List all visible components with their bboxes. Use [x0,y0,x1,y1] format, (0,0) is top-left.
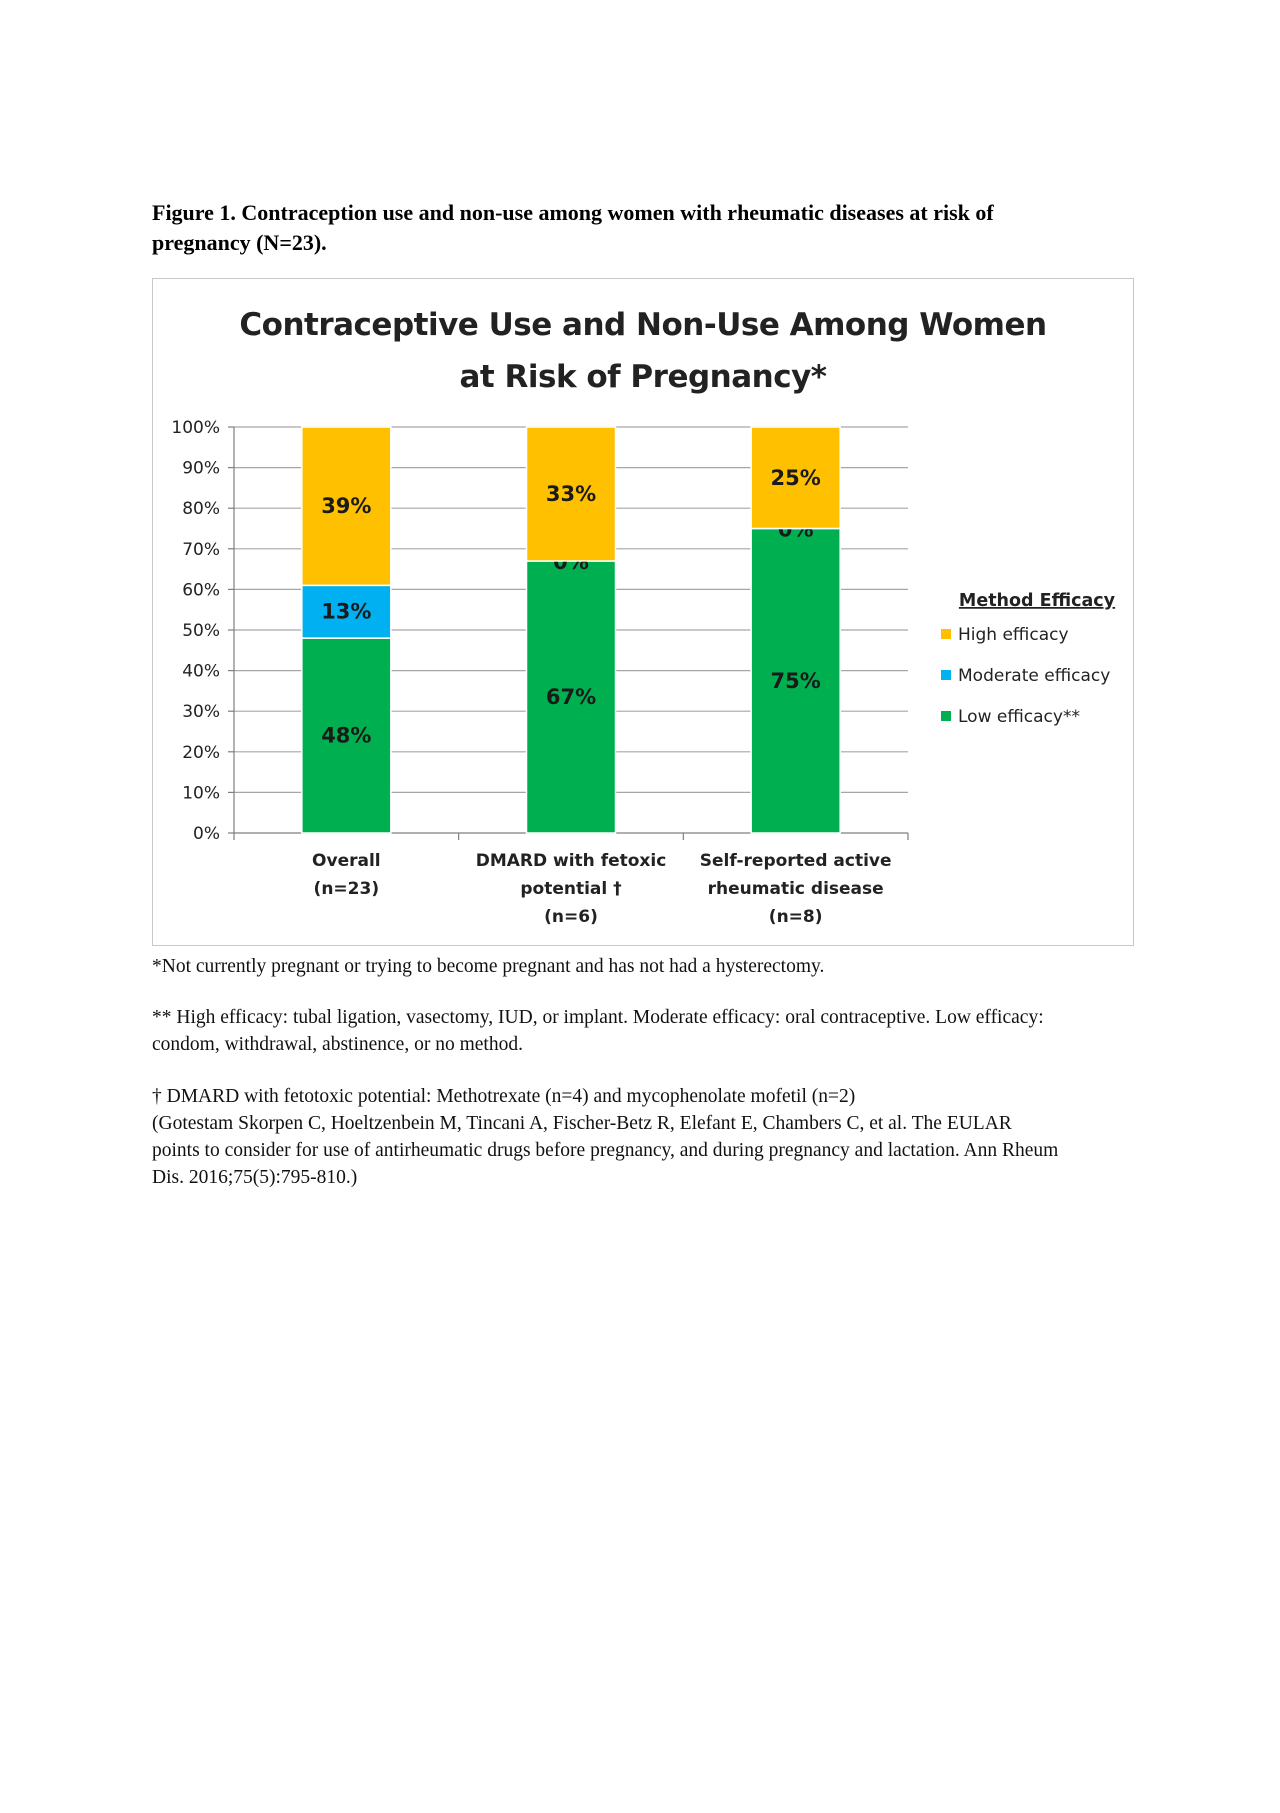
chart-title: Contraceptive Use and Non-Use Among Wome… [153,299,1133,403]
figure-caption: Figure 1. Contraception use and non-use … [152,198,1112,258]
data-label: 25% [771,466,821,490]
figure-caption-line-1: Figure 1. Contraception use and non-use … [152,200,994,225]
footnote-asterisk-text: *Not currently pregnant or trying to bec… [152,956,825,977]
x-category-label: (n=6) [544,907,598,927]
footnote-dagger-line-1: † DMARD with fetotoxic potential: Methot… [152,1086,856,1107]
x-category-label: DMARD with fetoxic [476,851,667,871]
y-tick-label: 70% [182,540,220,560]
y-tick-label: 40% [182,662,220,682]
footnote-dagger-line-4: Dis. 2016;75(5):795-810.) [152,1167,358,1188]
y-tick-label: 80% [182,499,220,519]
legend-item-label: Low efficacy** [958,707,1080,727]
bar-low [301,637,392,834]
footnote-dagger-line-2: (Gotestam Skorpen C, Hoeltzenbein M, Tin… [152,1113,1012,1134]
bar-high [750,426,841,530]
footnote-dagger-line-3: points to consider for use of antirheuma… [152,1140,1059,1161]
y-tick-label: 60% [182,580,220,600]
data-label: 39% [321,494,371,518]
bar-high [301,426,392,587]
y-tick-label: 30% [182,702,220,722]
figure-caption-line-2: pregnancy (N=23). [152,230,327,255]
legend-item-label: High efficacy [958,625,1069,645]
x-category-label: (n=23) [314,879,380,899]
bar-low [750,527,841,834]
legend-swatch-high [941,629,951,639]
legend-swatch-low [941,711,951,721]
data-label: 13% [321,600,371,624]
x-category-label: Self-reported active [700,851,892,871]
footnote-dagger: † DMARD with fetotoxic potential: Methot… [152,1083,1132,1191]
data-label: 48% [321,724,371,748]
legend-swatch-moderate [941,670,951,680]
bar-low [525,560,617,834]
y-tick-label: 20% [182,743,220,763]
data-label: 67% [546,685,596,709]
footnote-asterisk: *Not currently pregnant or trying to bec… [152,953,1132,980]
data-label: 75% [771,669,821,693]
x-category-label: Overall [312,851,381,871]
bar-high [525,426,617,562]
bar-moderate [301,584,392,639]
stacked-bar-chart: 0% 10% 20% 30% 40% 50% 60% 70% 80% 90% 100% 48% 13% 3… [171,418,1116,927]
y-tick-label: 10% [182,783,220,803]
x-category-label: rheumatic disease [708,879,884,899]
footnote-efficacy-line-1: ** High efficacy: tubal ligation, vasect… [152,1007,1044,1028]
chart-frame: Contraceptive Use and Non-Use Among Wome… [152,278,1134,946]
data-label: 33% [546,482,596,506]
legend-title: Method Efficacy [959,591,1116,611]
y-tick-label: 50% [182,621,220,641]
footnote-efficacy-line-2: condom, withdrawal, abstinence, or no me… [152,1034,523,1055]
y-tick-label: 0% [193,824,220,844]
x-category-label: (n=8) [769,907,823,927]
legend-item-label: Moderate efficacy [958,666,1110,686]
y-tick-label: 90% [182,459,220,479]
chart-title-line-2: at Risk of Pregnancy* [459,359,827,395]
footnote-efficacy: ** High efficacy: tubal ligation, vasect… [152,1004,1132,1058]
chart-title-line-1: Contraceptive Use and Non-Use Among Wome… [239,307,1047,343]
x-category-label: potential † [520,879,621,899]
y-tick-label: 100% [171,418,220,438]
